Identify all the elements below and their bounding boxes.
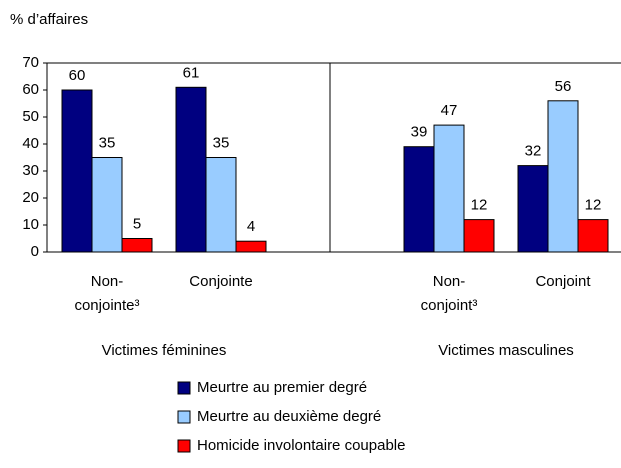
data-label: 39	[411, 124, 428, 141]
bar	[547, 100, 579, 253]
x-tick-label: Non-conjoint³	[420, 273, 478, 314]
data-label: 12	[585, 197, 602, 214]
legend-swatch	[177, 381, 191, 395]
y-tick-label: 0	[31, 243, 39, 260]
legend-label: Meurtre au deuxième degré	[197, 408, 381, 425]
bar	[61, 89, 93, 253]
bar	[175, 86, 207, 253]
x-tick-label: Conjointe	[189, 273, 253, 290]
bar	[235, 240, 267, 253]
data-label: 12	[471, 197, 488, 214]
bar	[517, 165, 549, 253]
data-label: 56	[555, 78, 572, 95]
data-label: 35	[213, 134, 230, 151]
bar	[91, 157, 123, 253]
y-tick-label: 60	[22, 81, 39, 98]
y-tick-label: 40	[22, 135, 39, 152]
y-tick-label: 20	[22, 189, 39, 206]
bar	[577, 219, 609, 253]
bar	[121, 238, 153, 253]
bar	[205, 157, 237, 253]
x-tick-label: Conjoint	[535, 273, 591, 290]
group-label: Victimes féminines	[102, 342, 227, 359]
bar	[463, 219, 495, 253]
data-label: 4	[247, 218, 255, 235]
y-tick-label: 30	[22, 162, 39, 179]
legend-label: Meurtre au premier degré	[197, 379, 367, 396]
data-label: 60	[69, 67, 86, 84]
y-tick-label: 70	[22, 54, 39, 71]
y-tick-label: 10	[22, 216, 39, 233]
group-label: Victimes masculines	[438, 342, 574, 359]
plot-frame	[46, 62, 621, 253]
y-tick-label: 50	[22, 108, 39, 125]
y-axis-title: % d’affaires	[10, 11, 88, 28]
bar	[403, 146, 435, 253]
legend-swatch	[177, 410, 191, 424]
legend-swatch	[177, 439, 191, 453]
legend-label: Homicide involontaire coupable	[197, 437, 405, 454]
data-label: 47	[441, 102, 458, 119]
data-label: 5	[133, 215, 141, 232]
data-label: 61	[183, 64, 200, 81]
x-tick-label: Non-conjointe³	[74, 273, 140, 314]
data-label: 35	[99, 134, 116, 151]
data-label: 32	[525, 143, 542, 160]
bar	[433, 124, 465, 253]
